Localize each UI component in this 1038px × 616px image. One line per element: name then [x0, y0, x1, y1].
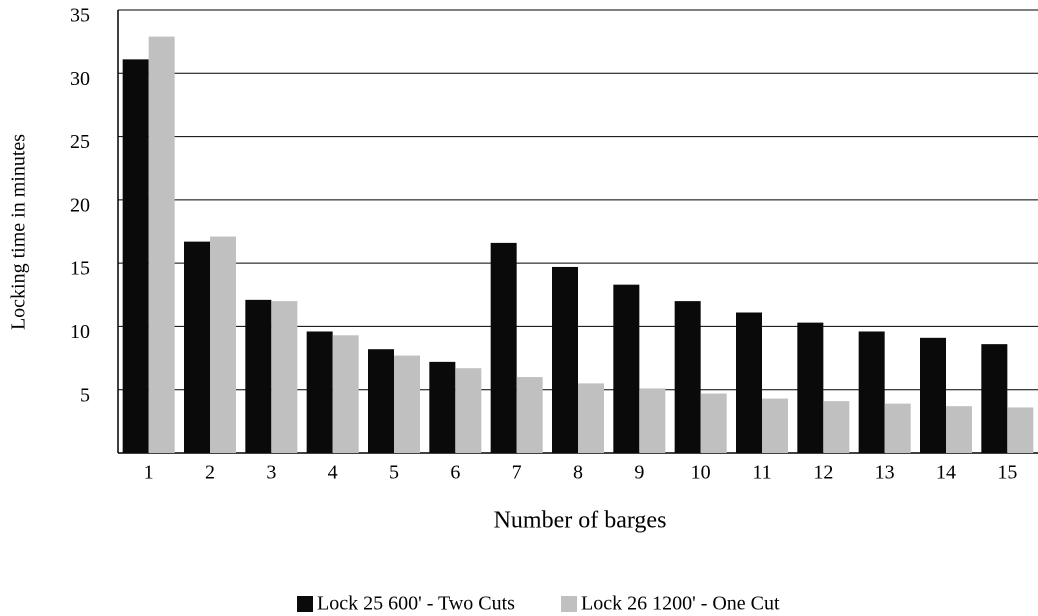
bar — [271, 301, 298, 453]
x-axis-label: Number of barges — [494, 508, 667, 534]
x-tick-label: 9 — [634, 462, 644, 484]
y-tick-label: 5 — [80, 384, 90, 406]
bar — [552, 266, 578, 453]
x-tick-label: 4 — [328, 462, 338, 484]
bar — [394, 355, 420, 453]
bar — [639, 388, 666, 453]
y-tick-label: 15 — [70, 258, 90, 280]
x-tick-label: 11 — [752, 462, 771, 484]
legend-swatch — [561, 596, 577, 612]
y-tick-label: 20 — [70, 194, 90, 216]
legend-label: Lock 26 1200' - One Cut — [581, 593, 780, 615]
bar — [332, 335, 359, 453]
bar — [762, 398, 788, 453]
x-tick-label: 10 — [691, 462, 711, 484]
legend-swatch — [297, 596, 313, 612]
bar — [1007, 407, 1034, 453]
bar — [210, 236, 236, 453]
legend-label: Lock 25 600' - Two Cuts — [317, 593, 515, 615]
x-tick-label: 12 — [813, 462, 833, 484]
bar — [122, 59, 149, 454]
x-tick-label: 14 — [936, 462, 956, 484]
bar — [858, 331, 885, 453]
bar — [700, 393, 727, 453]
bar — [148, 36, 175, 453]
bar — [455, 368, 482, 453]
y-tick-label: 35 — [70, 5, 90, 27]
bar — [613, 284, 640, 453]
x-tick-label: 6 — [450, 462, 460, 484]
x-tick-label: 5 — [389, 462, 399, 484]
bar — [245, 299, 272, 453]
x-tick-label: 2 — [205, 462, 215, 484]
y-tick-label: 30 — [70, 68, 90, 90]
y-tick-label: 10 — [70, 321, 90, 343]
bar — [490, 242, 517, 453]
y-tick-label: 25 — [70, 131, 90, 153]
bar — [797, 322, 824, 453]
bar — [674, 301, 701, 453]
bar — [429, 361, 456, 453]
bar — [884, 403, 911, 453]
bar — [368, 349, 394, 453]
bar — [516, 377, 543, 453]
x-tick-label: 15 — [997, 462, 1017, 484]
bar — [306, 331, 333, 453]
bar — [736, 312, 762, 453]
x-tick-label: 1 — [144, 462, 154, 484]
bar — [823, 401, 850, 453]
y-axis-label: Locking time in minutes — [8, 134, 30, 330]
x-tick-label: 13 — [875, 462, 895, 484]
x-tick-label: 7 — [512, 462, 522, 484]
x-tick-label: 8 — [573, 462, 583, 484]
bar — [920, 337, 946, 453]
bar — [184, 241, 210, 453]
bar — [946, 406, 972, 453]
bar — [578, 383, 604, 453]
bar — [981, 344, 1008, 453]
x-tick-label: 3 — [266, 462, 276, 484]
